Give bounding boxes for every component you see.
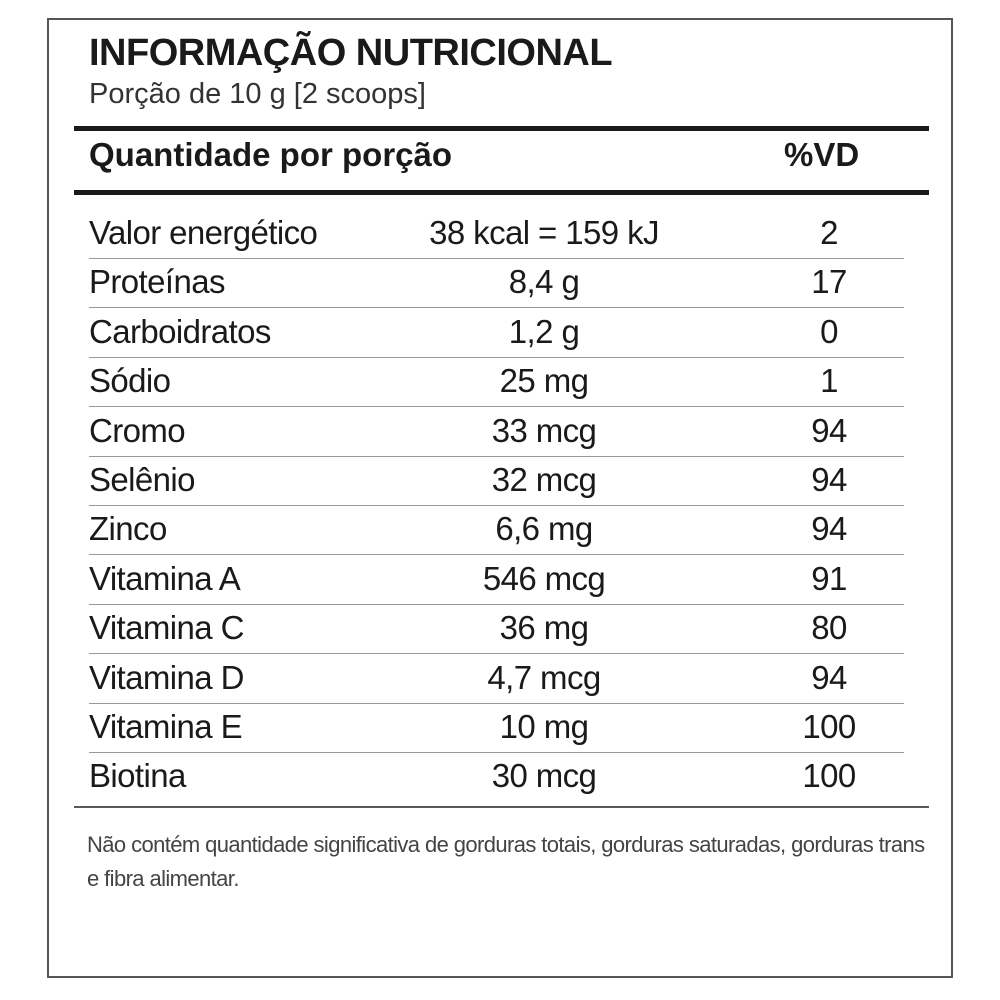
nutrient-name: Valor energético [89, 214, 318, 251]
label-title: INFORMAÇÃO NUTRICIONAL [89, 32, 613, 74]
footnote: Não contém quantidade significativa de g… [87, 832, 925, 891]
serving-size: Porção de 10 g [2 scoops] [89, 78, 426, 110]
row-divider [89, 455, 904, 457]
nutrient-amount: 32 mcg [491, 461, 597, 498]
nutrient-name: Vitamina E [89, 708, 243, 745]
nutrient-daily-value: 94 [811, 510, 847, 548]
row-divider [89, 653, 904, 655]
nutrient-amount: 33 mcg [491, 411, 597, 449]
nutrient-name: Proteínas [89, 263, 225, 301]
row-divider [89, 603, 904, 605]
row-divider [89, 356, 904, 358]
row-divider [89, 406, 904, 408]
table-row: Sódio 25 mg 1 [89, 358, 904, 408]
table-row: Carboidratos 1,2 g 0 [89, 309, 904, 358]
nutrient-daily-value: 100 [802, 708, 856, 745]
nutrient-name: Sódio [89, 362, 171, 400]
nutrient-amount: 25 mg [499, 362, 589, 400]
row-divider [89, 752, 904, 753]
nutrient-daily-value: 0 [820, 312, 838, 350]
row-divider [89, 307, 904, 309]
nutrient-name: Biotina [89, 757, 186, 795]
table-row: Vitamina C 36 mg 80 [89, 605, 904, 655]
nutrition-facts-panel: INFORMAÇÃO NUTRICIONAL Porção de 10 g [2… [47, 18, 953, 978]
nutrient-daily-value: 1 [820, 362, 838, 400]
nutrient-name: Vitamina D [89, 658, 244, 696]
nutrient-daily-value: 17 [811, 263, 847, 301]
table-row: Proteínas 8,4 g 17 [89, 259, 904, 309]
nutrient-name: Zinco [89, 510, 167, 548]
row-divider [89, 702, 904, 704]
nutrient-amount: 4,7 mcg [487, 658, 601, 696]
table-row: Biotina 30 mcg 100 [89, 753, 904, 802]
nutrient-daily-value: 94 [811, 658, 847, 696]
nutrient-amount: 38 kcal = 159 kJ [429, 214, 659, 251]
nutrient-amount: 6,6 mg [495, 510, 593, 548]
nutrient-amount: 30 mcg [491, 757, 597, 795]
row-divider [89, 258, 904, 259]
nutrient-amount: 8,4 g [508, 263, 580, 301]
table-row: Valor energético 38 kcal = 159 kJ 2 [89, 210, 904, 259]
nutrient-daily-value: 100 [802, 757, 856, 795]
table-row: Selênio 32 mcg 94 [89, 457, 904, 506]
nutrient-daily-value: 94 [811, 461, 847, 498]
nutrient-amount: 36 mg [499, 609, 589, 647]
table-row: Vitamina E 10 mg 100 [89, 704, 904, 753]
table-row: Vitamina A 546 mcg 91 [89, 556, 904, 605]
nutrient-name: Vitamina A [89, 559, 241, 597]
amount-per-serving-header: Quantidade por porção [89, 136, 453, 173]
table-header: Quantidade por porção %VD [89, 136, 904, 190]
table-row: Cromo 33 mcg 94 [89, 408, 904, 457]
bottom-divider [74, 806, 929, 808]
nutrient-name: Cromo [89, 411, 186, 449]
nutrient-daily-value: 91 [811, 559, 847, 597]
row-divider [89, 554, 904, 556]
table-row: Zinco 6,6 mg 94 [89, 506, 904, 556]
nutrient-daily-value: 2 [820, 214, 838, 251]
header-divider [74, 190, 929, 195]
nutrient-daily-value: 94 [811, 411, 847, 449]
table-row: Vitamina D 4,7 mcg 94 [89, 655, 904, 704]
nutrient-amount: 10 mg [499, 708, 589, 745]
top-divider [74, 126, 929, 131]
nutrient-name: Carboidratos [89, 312, 271, 350]
nutrient-name: Selênio [89, 461, 195, 498]
nutrient-name: Vitamina C [89, 609, 244, 647]
nutrient-amount: 1,2 g [508, 312, 580, 350]
nutrient-amount: 546 mcg [482, 559, 606, 597]
row-divider [89, 505, 904, 506]
daily-value-header: %VD [784, 136, 860, 173]
nutrient-daily-value: 80 [811, 609, 847, 647]
